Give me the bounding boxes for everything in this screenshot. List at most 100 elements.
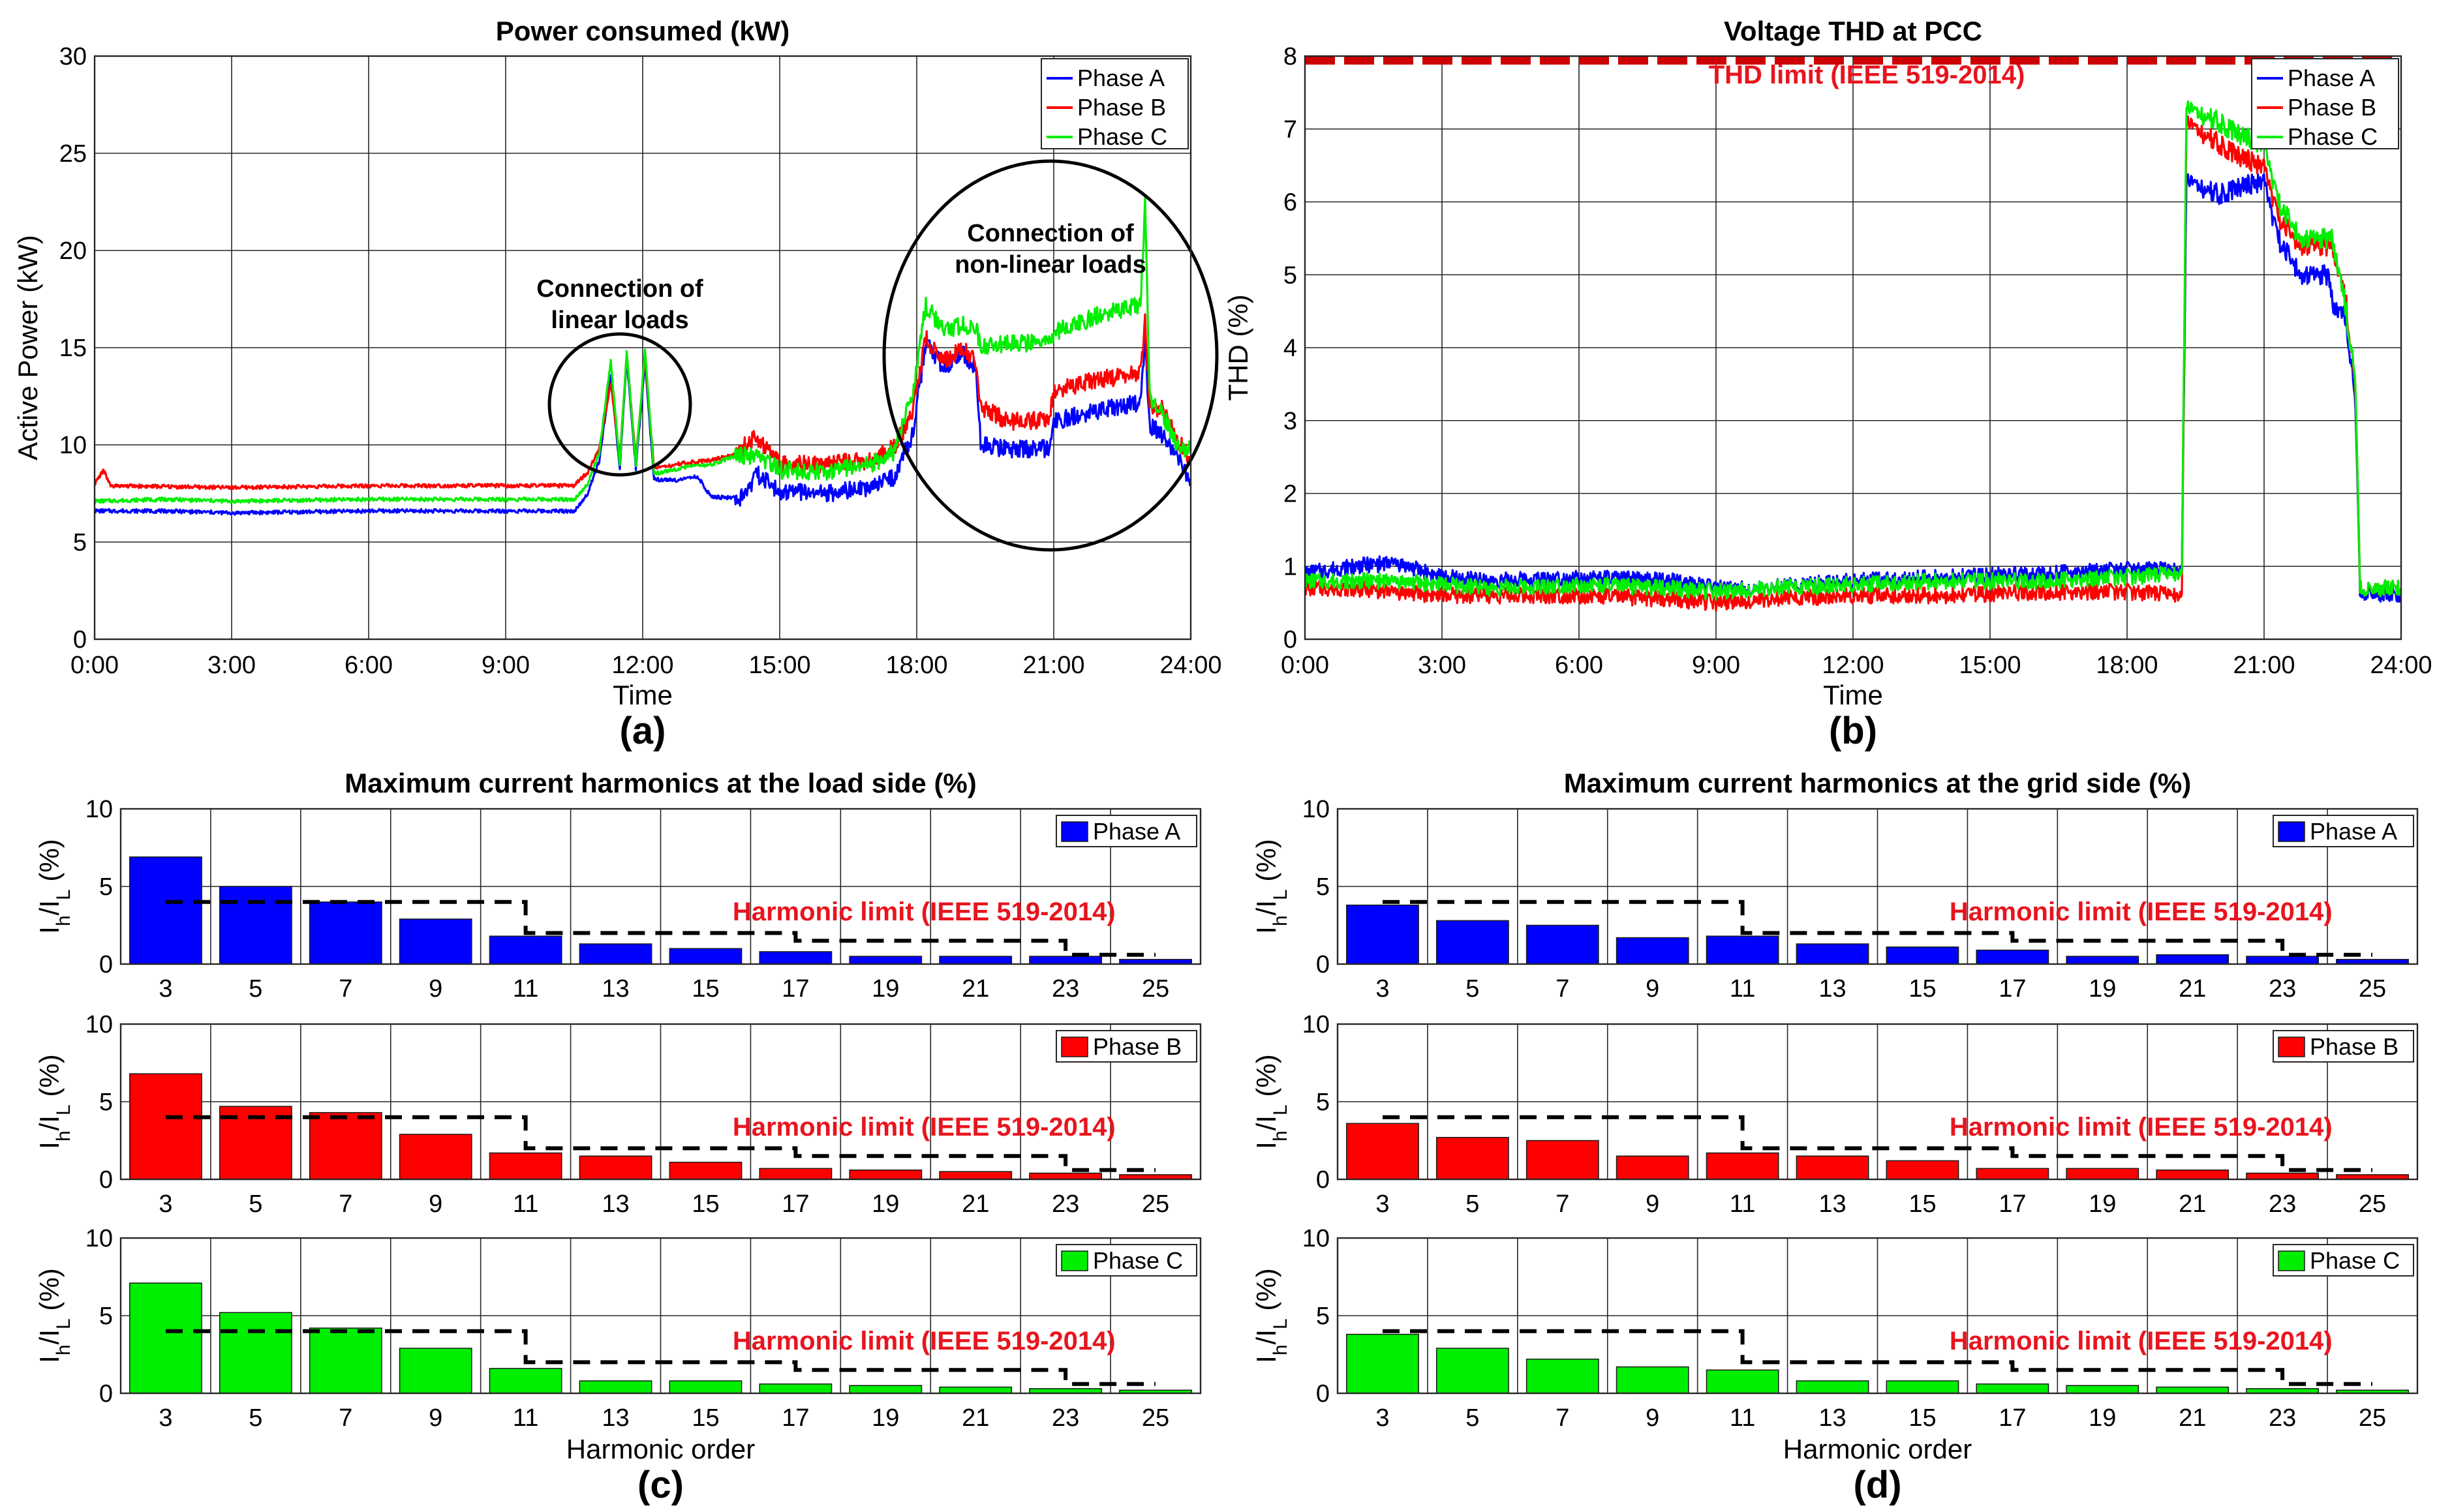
legend-label-phase-c: Phase C xyxy=(1077,123,1167,150)
harmonic-limit-line xyxy=(166,900,1156,957)
x-tick-label: 24:00 xyxy=(2370,652,2432,679)
x-tick-label: 23 xyxy=(2269,975,2296,1003)
x-tick-label: 21 xyxy=(2179,975,2206,1003)
x-tick-label: 19 xyxy=(2089,1190,2116,1218)
x-tick-label: 12:00 xyxy=(611,652,673,679)
legend-label: Phase C xyxy=(1093,1247,1183,1274)
x-tick-label: 23 xyxy=(2269,1190,2296,1218)
y-tick-label: 5 xyxy=(1316,873,1330,901)
bar-h17 xyxy=(759,1168,833,1180)
bar-h7 xyxy=(1525,1140,1599,1180)
subplot-phase-c: 0 5 10 Harmonic limit (IEEE 519-2014) Phase … xyxy=(34,1225,1202,1432)
y-axis-label: Ih/IL (%) xyxy=(1251,1054,1291,1149)
y-tick-label: 1 xyxy=(1283,553,1297,581)
y-tick-label: 0 xyxy=(99,1380,113,1408)
bar-h15 xyxy=(669,1162,743,1180)
bar-h13 xyxy=(579,1380,652,1394)
bar-h19 xyxy=(849,956,923,965)
harmonic-limit-label: Harmonic limit (IEEE 519-2014) xyxy=(1950,1113,2333,1142)
x-tick-label: 7 xyxy=(339,975,352,1003)
y-axis-label: Ih/IL (%) xyxy=(34,1268,74,1363)
legend-label: Phase A xyxy=(1093,818,1180,845)
x-axis-label: Harmonic order xyxy=(566,1434,755,1464)
x-tick-label: 15 xyxy=(692,975,719,1003)
x-tick-label: 7 xyxy=(1555,1404,1569,1432)
bar-h23 xyxy=(2246,956,2320,965)
annotation-text: Connection of xyxy=(967,220,1134,247)
legend-box xyxy=(1041,58,1189,149)
x-tick-label: 11 xyxy=(1730,975,1755,1003)
axes-frame xyxy=(1336,808,2419,965)
harmonic-limit-line xyxy=(166,1115,1156,1172)
bar-h19 xyxy=(849,1385,923,1394)
harmonic-limit-label: Harmonic limit (IEEE 519-2014) xyxy=(733,1113,1116,1142)
annotation-text: linear loads xyxy=(551,307,688,334)
axes-frame xyxy=(1336,1023,2419,1181)
x-tick-label: 9 xyxy=(429,975,442,1003)
y-tick-label: 30 xyxy=(59,43,87,70)
series-line-phase-c xyxy=(94,196,1192,504)
x-tick-label: 6:00 xyxy=(1555,652,1603,679)
x-tick-label: 13 xyxy=(1818,1404,1846,1432)
x-tick-label: 9:00 xyxy=(482,652,530,679)
y-tick-label: 0 xyxy=(1283,626,1297,654)
x-axis-label: Time xyxy=(613,680,673,710)
x-tick-label: 13 xyxy=(1818,1190,1846,1218)
bar-h7 xyxy=(1525,1358,1599,1394)
bar-h9 xyxy=(1616,937,1689,965)
y-axis-label: THD (%) xyxy=(1223,294,1253,401)
y-tick-label: 8 xyxy=(1283,43,1297,70)
x-tick-label: 15:00 xyxy=(748,652,810,679)
x-axis-label: Time xyxy=(1823,680,1883,710)
y-tick-label: 10 xyxy=(85,1011,113,1038)
x-tick-label: 0:00 xyxy=(70,652,119,679)
bar-h21 xyxy=(939,956,1013,965)
bar-h21 xyxy=(939,1171,1013,1180)
x-tick-label: 19 xyxy=(872,1190,899,1218)
x-tick-label: 5 xyxy=(1465,975,1479,1003)
x-tick-label: 3 xyxy=(1375,1404,1389,1432)
bar-h3 xyxy=(1346,904,1419,965)
x-tick-label: 3 xyxy=(159,1404,172,1432)
x-tick-label: 11 xyxy=(513,975,538,1003)
bar-h11 xyxy=(489,1152,562,1180)
bar-h19 xyxy=(2066,1168,2139,1180)
x-tick-label: 3 xyxy=(1375,1190,1389,1218)
bar-h9 xyxy=(1616,1155,1689,1180)
bar-h7 xyxy=(309,1327,382,1394)
bar-h21 xyxy=(939,1386,1013,1394)
bar-h19 xyxy=(2066,1385,2139,1394)
series-line-phase-c xyxy=(1304,100,2402,601)
legend-swatch xyxy=(1061,1250,1088,1271)
harmonic-limit-label: Harmonic limit (IEEE 519-2014) xyxy=(733,898,1116,926)
legend-swatch xyxy=(1061,821,1088,842)
x-tick-label: 17 xyxy=(1999,975,2026,1003)
x-tick-label: 21 xyxy=(962,975,989,1003)
x-tick-label: 3 xyxy=(159,1190,172,1218)
legend-swatch xyxy=(2278,821,2305,842)
x-tick-label: 19 xyxy=(2089,975,2116,1003)
x-tick-label: 21 xyxy=(962,1190,989,1218)
subplot-phase-c: 0 5 10 Harmonic limit (IEEE 519-2014) Phase … xyxy=(1251,1225,2419,1432)
bar-h13 xyxy=(1796,943,1869,965)
annotation-text: Connection of xyxy=(536,275,703,303)
x-tick-label: 17 xyxy=(782,1190,809,1218)
harmonic-limit-label: Harmonic limit (IEEE 519-2014) xyxy=(733,1327,1116,1355)
y-tick-label: 6 xyxy=(1283,189,1297,217)
y-tick-label: 5 xyxy=(99,873,113,901)
bar-h21 xyxy=(2156,1386,2230,1394)
x-tick-label: 3:00 xyxy=(207,652,256,679)
bar-h11 xyxy=(489,1368,562,1394)
y-tick-label: 15 xyxy=(59,335,87,362)
bar-h19 xyxy=(2066,956,2139,965)
x-tick-label: 24:00 xyxy=(1159,652,1221,679)
y-tick-label: 10 xyxy=(1302,796,1330,823)
x-tick-label: 25 xyxy=(2359,1190,2386,1218)
y-tick-label: 4 xyxy=(1283,335,1297,362)
x-tick-label: 11 xyxy=(513,1190,538,1218)
line-chart-b: 0:00 3:00 6:00 9:00 12:00 15:00 18:00 21:00 24:0… xyxy=(1223,16,2432,752)
x-tick-label: 9 xyxy=(1646,1190,1659,1218)
y-tick-label: 0 xyxy=(73,626,87,654)
bar-h3 xyxy=(1346,1123,1419,1180)
